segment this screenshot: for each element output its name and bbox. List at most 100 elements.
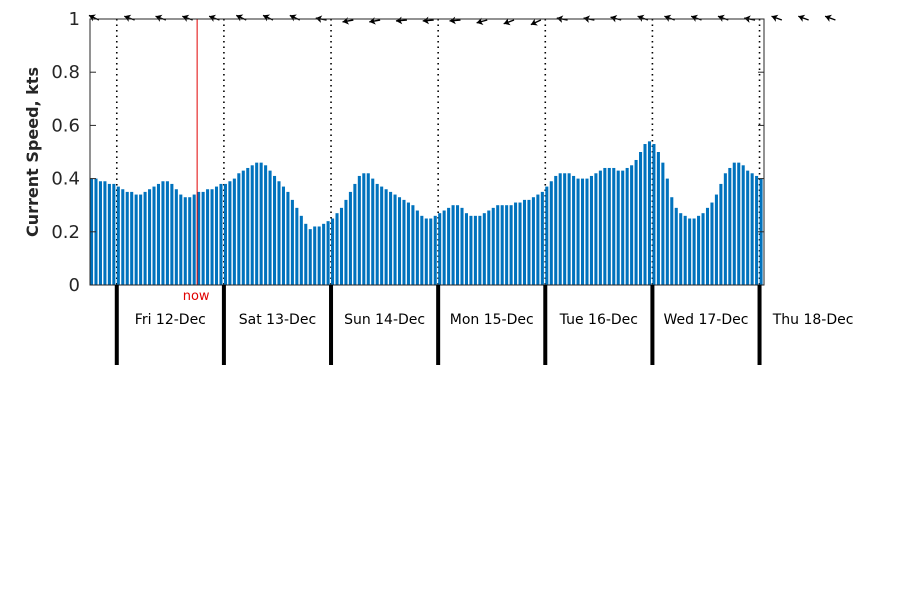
now-label: now bbox=[183, 289, 210, 304]
speed-bar bbox=[152, 186, 156, 285]
speed-bar bbox=[214, 186, 219, 285]
speed-bar bbox=[643, 144, 647, 285]
speed-bar bbox=[246, 167, 250, 285]
speed-bar bbox=[273, 175, 277, 285]
speed-bars bbox=[90, 141, 763, 285]
speed-bar bbox=[197, 191, 201, 285]
speed-bar bbox=[514, 202, 518, 285]
speed-bar bbox=[116, 186, 120, 285]
day-label: Wed 17-Dec bbox=[664, 312, 749, 328]
speed-bar bbox=[259, 162, 263, 285]
speed-bar bbox=[580, 178, 585, 285]
speed-bar bbox=[755, 175, 759, 285]
speed-bar bbox=[719, 183, 723, 285]
speed-bar bbox=[536, 194, 540, 285]
speed-bar bbox=[420, 215, 424, 285]
speed-bar bbox=[393, 194, 397, 285]
speed-bar bbox=[598, 170, 602, 285]
speed-bar bbox=[103, 181, 107, 285]
day-label: Fri 12-Dec bbox=[135, 312, 206, 328]
speed-bar bbox=[308, 229, 312, 285]
speed-bar bbox=[447, 207, 451, 285]
speed-bar bbox=[384, 189, 388, 285]
speed-bar bbox=[589, 175, 593, 285]
speed-bar bbox=[406, 202, 410, 285]
speed-bar bbox=[585, 178, 589, 285]
speed-bar bbox=[290, 199, 294, 285]
speed-bar bbox=[402, 199, 406, 285]
speed-bar bbox=[250, 165, 254, 285]
speed-bar bbox=[429, 218, 433, 285]
speed-bar bbox=[737, 162, 741, 285]
speed-bar bbox=[567, 173, 571, 285]
speed-bar bbox=[621, 170, 625, 285]
speed-bar bbox=[121, 189, 125, 285]
direction-arrow bbox=[771, 14, 783, 22]
speed-bar bbox=[625, 167, 629, 285]
speed-bar bbox=[460, 207, 464, 285]
speed-bar bbox=[192, 194, 196, 285]
speed-bar bbox=[558, 173, 562, 285]
plot-frame bbox=[89, 18, 765, 286]
speed-bar bbox=[348, 191, 352, 285]
speed-bar bbox=[456, 205, 460, 285]
speed-bar bbox=[366, 173, 370, 285]
direction-arrow bbox=[530, 18, 542, 26]
speed-bar bbox=[732, 162, 736, 285]
speed-bar bbox=[612, 167, 616, 285]
speed-bar bbox=[630, 165, 634, 285]
speed-bar bbox=[362, 173, 366, 285]
speed-bar bbox=[241, 170, 245, 285]
speed-bar bbox=[331, 218, 335, 285]
speed-bar bbox=[509, 205, 513, 285]
speed-bar bbox=[679, 213, 683, 285]
speed-bar bbox=[148, 189, 152, 285]
speed-bar bbox=[371, 178, 375, 285]
speed-bar bbox=[174, 189, 178, 285]
speed-bar bbox=[683, 215, 687, 285]
now-marker: now bbox=[183, 19, 210, 304]
speed-bar bbox=[746, 170, 750, 285]
speed-bar bbox=[299, 215, 303, 285]
day-label: Mon 15-Dec bbox=[450, 312, 534, 328]
speed-bar bbox=[134, 194, 138, 285]
speed-bar bbox=[500, 205, 504, 285]
speed-bar bbox=[728, 167, 732, 285]
direction-arrow bbox=[369, 17, 381, 25]
speed-bar bbox=[522, 199, 527, 285]
speed-bar bbox=[268, 170, 272, 285]
y-axis: 0 0.2 0.4 0.6 0.8 1 bbox=[51, 9, 764, 296]
day-label: Sun 14-Dec bbox=[344, 312, 425, 328]
speed-bar bbox=[165, 181, 169, 285]
speed-bar bbox=[170, 183, 174, 285]
speed-bar bbox=[411, 205, 415, 285]
speed-bar bbox=[125, 191, 129, 285]
speed-bar bbox=[98, 181, 102, 285]
speed-bar bbox=[255, 162, 259, 285]
speed-bar bbox=[549, 181, 553, 285]
speed-bar bbox=[344, 199, 348, 285]
speed-bar bbox=[322, 223, 326, 285]
speed-bar bbox=[688, 218, 692, 285]
speed-bar bbox=[603, 167, 607, 285]
speed-bar bbox=[201, 191, 205, 285]
speed-bar bbox=[491, 207, 495, 285]
speed-bar bbox=[661, 162, 665, 285]
speed-bar bbox=[228, 181, 232, 285]
speed-bar bbox=[616, 170, 620, 285]
speed-bar bbox=[545, 186, 549, 285]
speed-bar bbox=[701, 213, 705, 285]
speed-bar bbox=[451, 205, 455, 285]
speed-bar bbox=[505, 205, 509, 285]
direction-arrow bbox=[824, 14, 836, 22]
y-axis-label: Current Speed, kts bbox=[23, 67, 42, 237]
speed-bar bbox=[415, 210, 419, 285]
day-ticks: Fri 12-Dec Sat 13-Dec Sun 14-Dec Mon 15-Dec… bbox=[114, 285, 853, 365]
speed-bar bbox=[464, 213, 468, 285]
y-tick-label: 0.8 bbox=[51, 62, 80, 83]
speed-bar bbox=[478, 215, 482, 285]
speed-bar bbox=[438, 213, 442, 285]
speed-bar bbox=[692, 218, 696, 285]
speed-bar bbox=[281, 186, 285, 285]
speed-bar bbox=[433, 215, 437, 285]
